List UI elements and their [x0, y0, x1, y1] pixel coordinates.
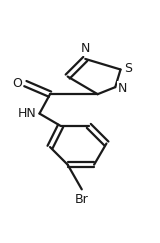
Text: N: N [81, 42, 90, 54]
Text: Br: Br [75, 193, 89, 206]
Text: HN: HN [18, 107, 36, 120]
Text: O: O [12, 77, 22, 90]
Text: N: N [118, 81, 127, 95]
Text: S: S [124, 62, 132, 75]
